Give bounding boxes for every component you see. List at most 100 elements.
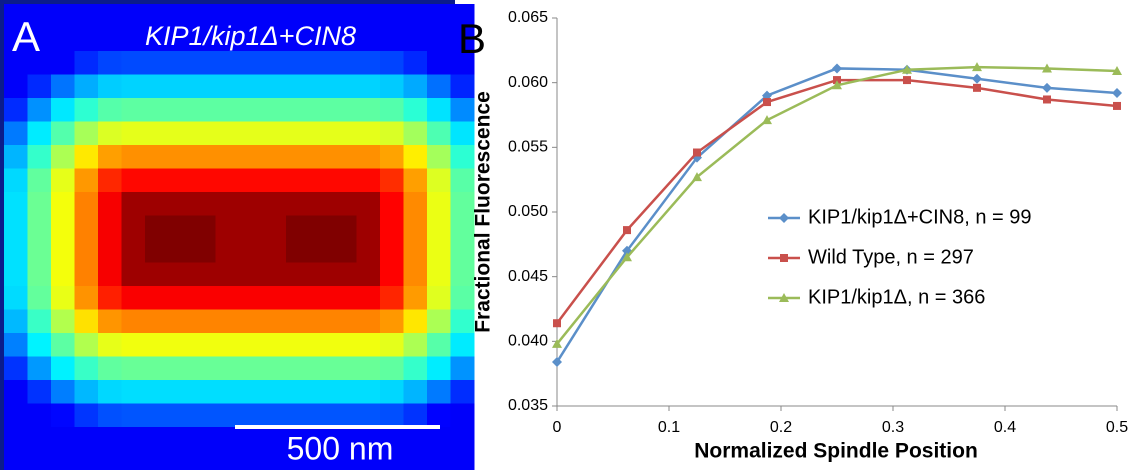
image-pixel bbox=[239, 74, 263, 99]
image-pixel bbox=[168, 98, 193, 122]
image-pixel bbox=[262, 168, 287, 193]
y-tick-label: 0.060 bbox=[508, 74, 548, 91]
image-pixel bbox=[286, 27, 310, 52]
image-pixel bbox=[333, 121, 357, 146]
image-pixel bbox=[356, 4, 381, 28]
image-pixel bbox=[4, 356, 28, 381]
image-pixel bbox=[192, 262, 216, 287]
image-pixel bbox=[333, 262, 357, 287]
image-pixel bbox=[450, 450, 475, 475]
image-pixel bbox=[145, 27, 169, 52]
image-pixel bbox=[450, 239, 475, 263]
image-pixel bbox=[98, 286, 122, 310]
image-pixel bbox=[145, 121, 169, 146]
y-tick-label: 0.050 bbox=[508, 203, 548, 220]
image-pixel bbox=[98, 239, 122, 263]
image-pixel bbox=[286, 215, 310, 240]
image-pixel bbox=[51, 403, 75, 428]
image-pixel bbox=[309, 380, 334, 404]
image-pixel bbox=[51, 286, 75, 310]
image-pixel bbox=[192, 427, 216, 451]
image-pixel bbox=[286, 51, 310, 75]
image-pixel bbox=[27, 450, 52, 475]
image-pixel bbox=[286, 262, 310, 287]
microscopy-image bbox=[0, 0, 475, 475]
image-pixel bbox=[215, 51, 240, 75]
image-pixel bbox=[215, 427, 240, 451]
image-pixel bbox=[427, 51, 451, 75]
image-pixel bbox=[27, 145, 52, 169]
image-pixel bbox=[4, 427, 28, 451]
image-pixel bbox=[450, 4, 475, 28]
image-pixel bbox=[356, 98, 381, 122]
image-pixel bbox=[192, 74, 216, 99]
image-pixel bbox=[168, 145, 193, 169]
image-pixel bbox=[286, 309, 310, 334]
image-pixel bbox=[51, 74, 75, 99]
image-pixel bbox=[145, 239, 169, 263]
image-pixel bbox=[74, 215, 99, 240]
image-pixel bbox=[74, 98, 99, 122]
image-pixel bbox=[239, 262, 263, 287]
image-pixel bbox=[286, 145, 310, 169]
image-pixel bbox=[380, 262, 404, 287]
image-pixel bbox=[262, 215, 287, 240]
image-pixel bbox=[356, 51, 381, 75]
image-pixel bbox=[168, 74, 193, 99]
marker bbox=[973, 83, 981, 92]
image-pixel bbox=[356, 74, 381, 99]
image-pixel bbox=[121, 74, 146, 99]
image-pixel bbox=[74, 4, 99, 28]
image-pixel bbox=[4, 27, 28, 52]
image-pixel bbox=[215, 333, 240, 357]
image-pixel bbox=[215, 403, 240, 428]
legend-label: Wild Type, n = 297 bbox=[808, 246, 974, 268]
image-pixel bbox=[239, 333, 263, 357]
image-pixel bbox=[121, 27, 146, 52]
image-pixel bbox=[239, 121, 263, 146]
image-pixel bbox=[286, 4, 310, 28]
image-pixel bbox=[4, 168, 28, 193]
image-pixel bbox=[74, 403, 99, 428]
y-axis-label: Fractional Fluorescence bbox=[472, 91, 495, 333]
image-pixel bbox=[356, 145, 381, 169]
image-pixel bbox=[450, 356, 475, 381]
image-pixel bbox=[356, 427, 381, 451]
image-pixel bbox=[309, 215, 334, 240]
image-pixel bbox=[262, 356, 287, 381]
image-pixel bbox=[450, 403, 475, 428]
image-pixel bbox=[98, 4, 122, 28]
image-pixel bbox=[239, 239, 263, 263]
marker bbox=[1042, 63, 1052, 73]
image-pixel bbox=[215, 74, 240, 99]
image-pixel bbox=[192, 239, 216, 263]
image-pixel bbox=[27, 121, 52, 146]
image-pixel bbox=[27, 286, 52, 310]
image-pixel bbox=[309, 4, 334, 28]
image-pixel bbox=[333, 333, 357, 357]
image-pixel bbox=[286, 380, 310, 404]
image-pixel bbox=[145, 286, 169, 310]
image-pixel bbox=[4, 215, 28, 240]
marker bbox=[623, 226, 631, 235]
image-pixel bbox=[309, 262, 334, 287]
image-pixel bbox=[168, 121, 193, 146]
image-pixel bbox=[333, 427, 357, 451]
image-pixel bbox=[215, 4, 240, 28]
image-pixel bbox=[427, 380, 451, 404]
image-pixel bbox=[74, 450, 99, 475]
image-pixel bbox=[450, 286, 475, 310]
image-pixel bbox=[427, 450, 451, 475]
legend-marker bbox=[779, 293, 789, 302]
marker bbox=[833, 76, 841, 85]
marker bbox=[1112, 66, 1122, 76]
image-pixel bbox=[427, 192, 451, 216]
image-pixel bbox=[27, 380, 52, 404]
image-pixel bbox=[333, 98, 357, 122]
image-pixel bbox=[215, 121, 240, 146]
image-pixel bbox=[380, 380, 404, 404]
image-pixel bbox=[356, 239, 381, 263]
image-pixel bbox=[403, 356, 428, 381]
image-pixel bbox=[403, 262, 428, 287]
